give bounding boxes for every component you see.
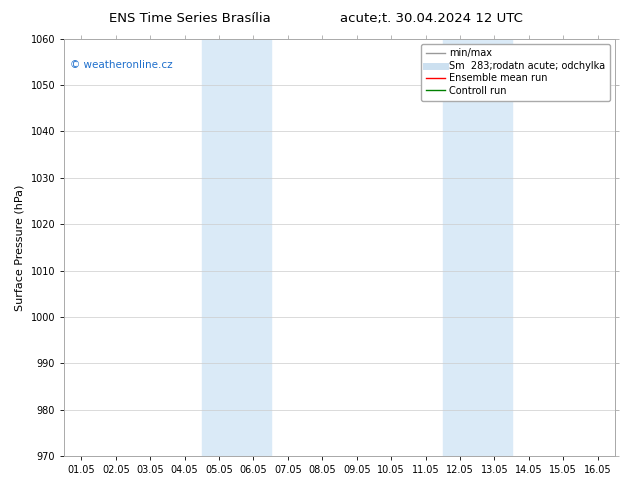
Text: acute;t. 30.04.2024 12 UTC: acute;t. 30.04.2024 12 UTC (340, 12, 522, 25)
Legend: min/max, Sm  283;rodatn acute; odchylka, Ensemble mean run, Controll run: min/max, Sm 283;rodatn acute; odchylka, … (421, 44, 610, 100)
Bar (202, 39, 271, 456)
Bar (443, 39, 512, 456)
Y-axis label: Surface Pressure (hPa): Surface Pressure (hPa) (15, 184, 25, 311)
Text: ENS Time Series Brasília: ENS Time Series Brasília (109, 12, 271, 25)
Text: © weatheronline.cz: © weatheronline.cz (70, 60, 172, 70)
